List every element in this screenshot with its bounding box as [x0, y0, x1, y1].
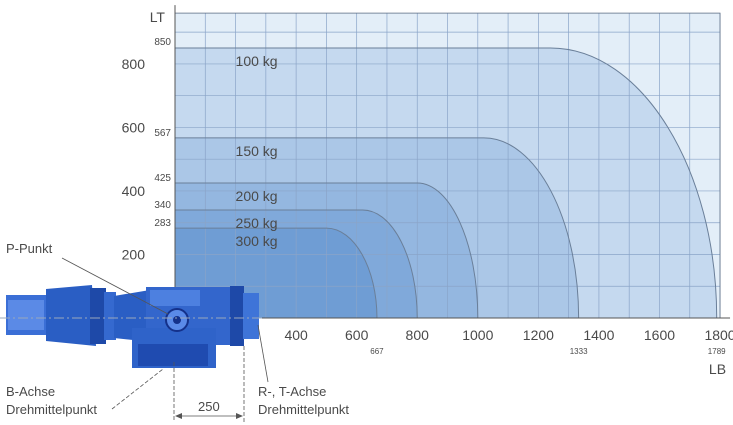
y-mark-label: 425	[154, 173, 171, 184]
x-tick-label: 800	[406, 327, 430, 343]
payload-curve-1	[175, 137, 580, 319]
dimension-value: 250	[198, 399, 220, 414]
p-point-label: P-Punkt	[6, 241, 53, 256]
y-mark-label: 283	[154, 218, 171, 229]
x-mark-label: 1333	[570, 347, 588, 356]
b-axis-label-line1: B-Achse	[6, 384, 55, 399]
y-tick-label: 400	[122, 183, 146, 199]
rt-axis-label-line1: R-, T-Achse	[258, 384, 326, 399]
robot-wrist-base	[138, 344, 208, 366]
payload-curves	[175, 47, 718, 319]
x-tick-label: 400	[284, 327, 308, 343]
x-tick-label: 1000	[462, 327, 493, 343]
robot-flange-plate	[230, 286, 244, 346]
b-axis-leader	[111, 368, 164, 410]
payload-label-2: 200 kg	[236, 188, 278, 204]
payload-curve-0	[175, 47, 718, 319]
x-tick-label: 1200	[523, 327, 554, 343]
x-tick-label: 600	[345, 327, 369, 343]
robot-wrist-top	[150, 290, 200, 306]
x-mark-label: 1789	[708, 347, 726, 356]
rt-axis-leader	[257, 324, 269, 383]
b-axis-label-line2: Drehmittelpunkt	[6, 402, 97, 417]
rt-axis-label-line2: Drehmittelpunkt	[258, 402, 349, 417]
dimension-arrow-left	[175, 413, 182, 419]
robot-arm-ring	[90, 288, 106, 344]
x-tick-label: 1400	[583, 327, 614, 343]
y-tick-label: 800	[122, 56, 146, 72]
y-tick-label: 600	[122, 119, 146, 135]
y-mark-label: 340	[154, 200, 171, 211]
y-mark-label: 567	[154, 128, 171, 139]
x-tick-label: 1600	[644, 327, 675, 343]
payload-curve-2	[175, 182, 479, 319]
robot-wrist-illustration	[0, 285, 265, 368]
robot-arm-flange	[46, 285, 96, 346]
x-mark-label: 667	[370, 347, 384, 356]
x-axis-label: LB	[709, 361, 726, 377]
payload-label-0: 100 kg	[236, 53, 278, 69]
robot-arm-ring2	[104, 292, 116, 340]
payload-curve-4	[175, 227, 378, 319]
y-axis-label: LT	[150, 9, 166, 25]
robot-arm-pipe-inner	[8, 300, 44, 330]
chart-labels: 400 600 800 1000 1200 1400 1600 1800 200 400 600 80…	[122, 9, 733, 377]
x-tick-label: 1800	[704, 327, 733, 343]
payload-label-3: 250 kg	[236, 215, 278, 231]
p-point-leader	[61, 257, 169, 315]
robot-tool-flange	[243, 293, 259, 339]
dimension-arrow-right	[236, 413, 243, 419]
annotations: P-Punkt B-Achse Drehmittelpunkt R-, T-Ac…	[6, 241, 349, 422]
payload-area-0	[175, 48, 717, 318]
payload-label-4: 300 kg	[236, 233, 278, 249]
payload-curve-3	[175, 209, 418, 319]
y-mark-label: 850	[154, 37, 171, 48]
robot-wrist-joint-core	[173, 316, 181, 324]
y-tick-label: 200	[122, 246, 146, 262]
payload-label-1: 150 kg	[236, 143, 278, 159]
